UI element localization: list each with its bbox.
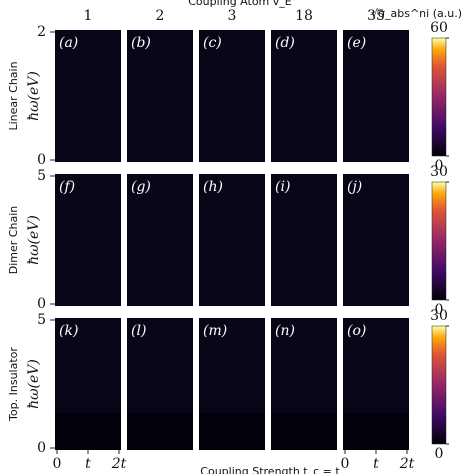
row-label: Dimer Chain bbox=[7, 206, 20, 274]
y-tick-label: 0 bbox=[37, 152, 46, 168]
dark-gap bbox=[343, 413, 409, 450]
panel-label: (a) bbox=[59, 35, 78, 51]
panel-label: (b) bbox=[131, 35, 151, 51]
y-axis-label: ħω(eV) bbox=[26, 71, 42, 121]
panel-label: (m) bbox=[203, 323, 227, 339]
x-tick-label: t bbox=[85, 456, 91, 472]
colorbar-tick-label: 30 bbox=[430, 308, 448, 324]
colorbar-tick-label: 60 bbox=[430, 20, 448, 36]
y-tick-label: 0 bbox=[37, 296, 46, 312]
colorbar-tick-label: 30 bbox=[430, 164, 448, 180]
panel-label: (e) bbox=[347, 35, 366, 51]
heatmap-panel bbox=[271, 30, 337, 162]
colorbar bbox=[431, 181, 447, 301]
x-tick-label: 2t bbox=[399, 456, 415, 472]
colorbar-label: √σ_abs^ni (a.u.) bbox=[371, 7, 462, 20]
colorbar-tick-label: 0 bbox=[435, 446, 444, 462]
column-label: 3 bbox=[228, 8, 237, 24]
y-tick-label: 0 bbox=[37, 440, 46, 456]
dark-gap bbox=[55, 413, 121, 450]
row-label: Top. Insulator bbox=[7, 347, 20, 422]
y-tick-label: 5 bbox=[37, 168, 46, 184]
y-tick-label: 2 bbox=[37, 24, 46, 40]
panel-label: (l) bbox=[131, 323, 146, 339]
y-axis-label: ħω(eV) bbox=[26, 359, 42, 409]
y-axis-label: ħω(eV) bbox=[26, 215, 42, 265]
colorbar bbox=[431, 37, 447, 157]
panel-label: (j) bbox=[347, 179, 362, 195]
panel-label: (g) bbox=[131, 179, 151, 195]
dark-gap bbox=[271, 413, 337, 450]
column-label: 35 bbox=[367, 8, 385, 24]
x-tick-label: t bbox=[373, 456, 379, 472]
dark-gap bbox=[199, 413, 265, 450]
x-tick-label: 2t bbox=[111, 456, 127, 472]
heatmap-panel bbox=[55, 30, 121, 162]
panel-label: (n) bbox=[275, 323, 295, 339]
panel-label: (f) bbox=[59, 179, 75, 195]
colorbar-tick-label: 0 bbox=[435, 302, 444, 318]
column-label: 1 bbox=[84, 8, 93, 24]
colorbar-tick-label: 0 bbox=[435, 158, 444, 174]
x-label: Coupling Strength t_c = t bbox=[200, 465, 340, 474]
heatmap-panel bbox=[343, 30, 409, 162]
panel-label: (d) bbox=[275, 35, 295, 51]
heatmap-panel bbox=[199, 30, 265, 162]
panel-label: (i) bbox=[275, 179, 290, 195]
panel-label: (h) bbox=[203, 179, 223, 195]
row-label: Linear Chain bbox=[7, 61, 20, 130]
column-label: 2 bbox=[156, 8, 165, 24]
panel-label: (k) bbox=[59, 323, 78, 339]
column-label: 18 bbox=[295, 8, 313, 24]
x-tick-label: 0 bbox=[341, 456, 350, 472]
panel-label: (c) bbox=[203, 35, 222, 51]
x-tick-label: 0 bbox=[53, 456, 62, 472]
top-title: Coupling Atom v_E bbox=[188, 0, 292, 8]
heatmap-panel bbox=[127, 30, 193, 162]
y-tick-label: 5 bbox=[37, 312, 46, 328]
panel-label: (o) bbox=[347, 323, 366, 339]
colorbar bbox=[431, 325, 447, 445]
dark-gap bbox=[127, 413, 193, 450]
